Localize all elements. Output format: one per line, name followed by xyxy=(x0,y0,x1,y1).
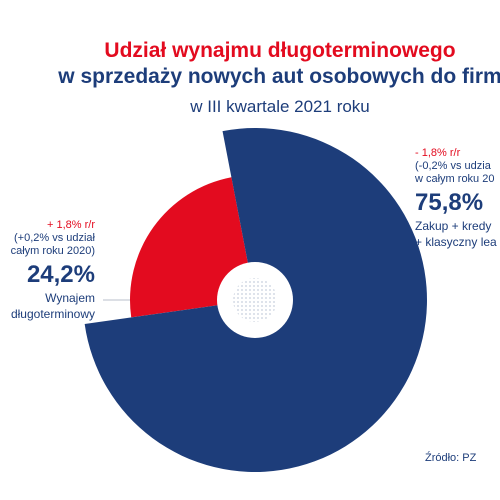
slice-note-lease-2: całym roku 2020) xyxy=(10,245,95,257)
slice-change-lease: + 1,8% r/r xyxy=(47,219,95,231)
chart-title-block: Udział wynajmu długoterminowego w sprzed… xyxy=(0,38,500,120)
slice-label-purchase: - 1,8% r/r (-0,2% vs udzia w całym roku … xyxy=(415,146,497,250)
source-note: Źródło: PZ xyxy=(425,452,477,464)
slice-desc-lease-2: długoterminowy xyxy=(10,307,95,321)
slice-note-purchase-1: (-0,2% vs udzia xyxy=(415,160,491,172)
slice-percent-lease: 24,2% xyxy=(26,261,95,288)
slice-desc-lease-1: Wynajem xyxy=(45,291,95,305)
chart-title-line-1: Udział wynajmu długoterminowego xyxy=(104,39,456,62)
slice-label-lease: + 1,8% r/r (+0,2% vs udział całym roku 2… xyxy=(11,218,95,322)
center-dots-pattern xyxy=(233,278,277,322)
slice-note-lease-1: (+0,2% vs udział xyxy=(13,232,95,244)
slice-desc-purchase-1: Zakup + kredy xyxy=(415,219,492,233)
chart-subtitle: w III kwartale 2021 roku xyxy=(190,97,370,116)
chart-title-line-2: w sprzedaży nowych aut osobowych do firm xyxy=(58,65,500,88)
slice-desc-purchase-2: + klasyczny lea xyxy=(415,235,497,249)
slice-note-purchase-2: w całym roku 20 xyxy=(415,173,495,185)
slice-change-purchase: - 1,8% r/r xyxy=(415,147,461,159)
slice-percent-purchase: 75,8% xyxy=(415,189,484,216)
